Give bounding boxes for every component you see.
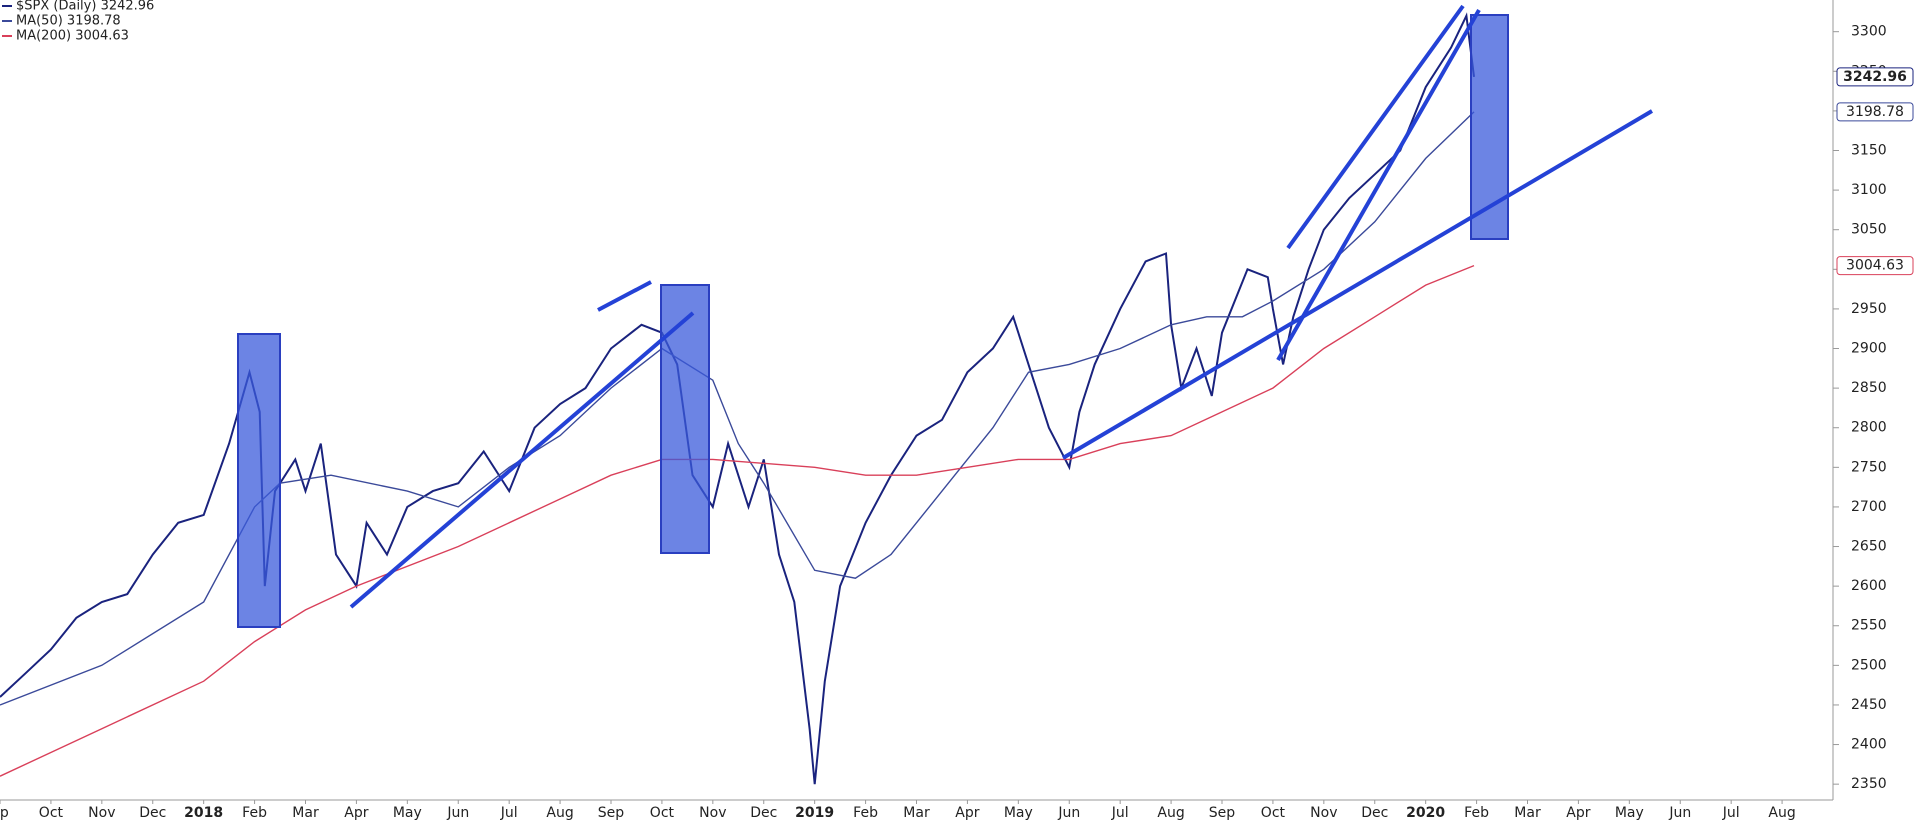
series-line: [0, 12, 1475, 785]
legend-label: MA(200) 3004.63: [16, 29, 129, 44]
legend-label: MA(50) 3198.78: [16, 14, 121, 29]
y-tick-label: 2800: [1851, 420, 1887, 436]
x-tick-label: 2018: [184, 805, 223, 821]
x-tick-label: ep: [0, 805, 9, 821]
y-tick-label: 2650: [1851, 539, 1887, 555]
x-tick-label: Jul: [1111, 805, 1129, 821]
last-value-box: [1836, 102, 1914, 122]
x-tick-label: Feb: [853, 805, 878, 821]
trendline: [1061, 109, 1654, 460]
x-tick-label: May: [1004, 805, 1033, 821]
x-tick-label: Mar: [1514, 805, 1541, 821]
x-tick-label: Sep: [598, 805, 625, 821]
y-tick-label: 3050: [1851, 222, 1887, 238]
x-tick-label: Sep: [1209, 805, 1236, 821]
last-value-label: 3004.63: [1846, 258, 1904, 274]
y-tick-label: 3100: [1851, 182, 1887, 198]
y-tick-label: 2450: [1851, 697, 1887, 713]
trendline: [349, 311, 695, 609]
highlight-box: [1470, 14, 1509, 240]
trendlines: [349, 4, 1654, 609]
highlight-box: [660, 284, 710, 554]
x-tick-label: May: [393, 805, 422, 821]
x-tick-label: May: [1615, 805, 1644, 821]
last-value-box: [1836, 67, 1914, 87]
trendline: [1276, 9, 1481, 361]
x-tick-label: Oct: [650, 805, 675, 821]
x-tick-label: Jul: [1722, 805, 1740, 821]
y-tick-label: 3300: [1851, 24, 1887, 40]
x-tick-label: Dec: [1361, 805, 1388, 821]
y-tick-label: 2950: [1851, 301, 1887, 317]
x-tick-label: Jun: [446, 805, 469, 821]
x-tick-label: Jun: [1057, 805, 1080, 821]
y-tick-label: 2500: [1851, 657, 1887, 673]
x-tick-label: Aug: [1157, 805, 1184, 821]
x-tick-label: Mar: [903, 805, 930, 821]
x-tick-label: Oct: [39, 805, 64, 821]
last-value-label: 3198.78: [1846, 104, 1904, 120]
last-value-label: 3242.96: [1843, 69, 1907, 85]
y-tick-label: 2900: [1851, 341, 1887, 357]
trendline: [597, 280, 652, 312]
trendline: [1286, 4, 1465, 250]
x-tick-label: Feb: [242, 805, 267, 821]
x-tick-label: Aug: [1768, 805, 1795, 821]
x-tick-label: 2020: [1406, 805, 1445, 821]
y-tick-label: 2350: [1851, 776, 1887, 792]
annotations: [237, 14, 1509, 628]
x-tick-label: Mar: [292, 805, 319, 821]
last-value-box: [1836, 256, 1914, 276]
highlight-box: [237, 333, 281, 628]
x-tick-label: Aug: [546, 805, 573, 821]
x-tick-label: Apr: [955, 805, 979, 821]
x-tick-label: Dec: [750, 805, 777, 821]
x-tick-label: Nov: [699, 805, 726, 821]
y-tick-label: 2850: [1851, 380, 1887, 396]
y-tick-label: 2600: [1851, 578, 1887, 594]
x-tick-label: Apr: [344, 805, 368, 821]
x-tick-label: Oct: [1261, 805, 1286, 821]
x-tick-label: Dec: [139, 805, 166, 821]
series-line: [0, 111, 1475, 706]
series-layer: [0, 12, 1475, 785]
legend-label: $SPX (Daily) 3242.96: [16, 0, 154, 14]
y-tick-label: 2750: [1851, 459, 1887, 475]
x-tick-label: Nov: [1310, 805, 1337, 821]
x-tick-label: Jun: [1668, 805, 1691, 821]
y-tick-label: 2400: [1851, 737, 1887, 753]
x-tick-label: Apr: [1566, 805, 1590, 821]
x-tick-label: Nov: [88, 805, 115, 821]
x-tick-label: 2019: [795, 805, 834, 821]
series-line: [0, 264, 1475, 777]
x-tick-label: Feb: [1464, 805, 1489, 821]
y-tick-label: 2700: [1851, 499, 1887, 515]
y-tick-label: 2550: [1851, 618, 1887, 634]
y-tick-label: 3150: [1851, 142, 1887, 158]
x-tick-label: Jul: [500, 805, 518, 821]
